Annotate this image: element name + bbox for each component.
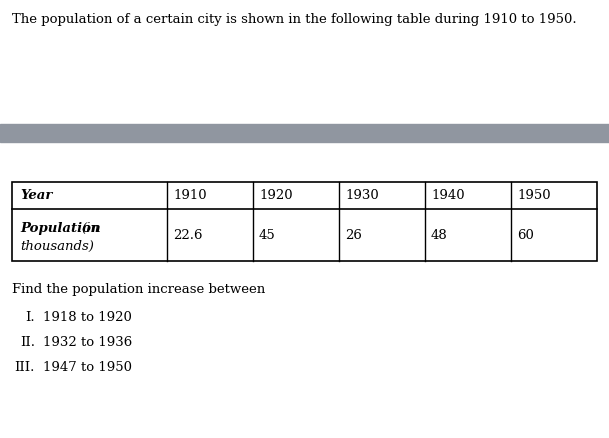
Text: 48: 48 (431, 229, 448, 241)
Text: Population: Population (20, 222, 100, 235)
Text: 1930: 1930 (345, 189, 379, 202)
Text: 22.6: 22.6 (173, 229, 203, 241)
Text: Year: Year (20, 189, 52, 202)
Text: 1910: 1910 (173, 189, 206, 202)
Text: 1918 to 1920: 1918 to 1920 (43, 311, 132, 324)
Text: 1947 to 1950: 1947 to 1950 (43, 361, 132, 374)
Text: III.: III. (15, 361, 35, 374)
Text: The population of a certain city is shown in the following table during 1910 to : The population of a certain city is show… (12, 13, 577, 26)
Text: thousands): thousands) (20, 240, 94, 253)
Text: (in: (in (81, 222, 99, 235)
Text: 1932 to 1936: 1932 to 1936 (43, 336, 132, 349)
Bar (12, 182, 597, 261)
Text: 45: 45 (259, 229, 276, 241)
Text: 1940: 1940 (431, 189, 465, 202)
Bar (0, 124, 609, 142)
Text: II.: II. (20, 336, 35, 349)
Text: 26: 26 (345, 229, 362, 241)
Text: 60: 60 (517, 229, 534, 241)
Text: 1950: 1950 (517, 189, 551, 202)
Text: 1920: 1920 (259, 189, 293, 202)
Text: I.: I. (26, 311, 35, 324)
Text: Find the population increase between: Find the population increase between (12, 283, 266, 296)
